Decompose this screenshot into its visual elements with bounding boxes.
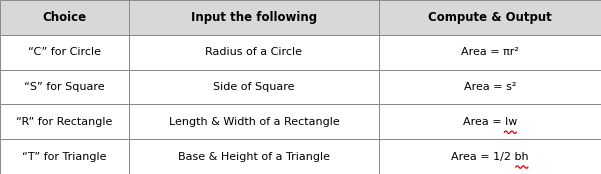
Text: Area = s²: Area = s²: [463, 82, 516, 92]
Bar: [379, 104, 601, 139]
Bar: [379, 139, 601, 174]
Bar: [0, 139, 129, 174]
Text: Area = πr²: Area = πr²: [461, 47, 519, 57]
Text: “R” for Rectangle: “R” for Rectangle: [16, 117, 113, 127]
Bar: [129, 104, 379, 139]
Text: Input the following: Input the following: [191, 11, 317, 24]
Bar: [129, 139, 379, 174]
Bar: [0, 104, 129, 139]
Text: “S” for Square: “S” for Square: [24, 82, 105, 92]
Text: Radius of a Circle: Radius of a Circle: [206, 47, 302, 57]
Text: Compute & Output: Compute & Output: [428, 11, 552, 24]
Text: Area = 1/2 bh: Area = 1/2 bh: [451, 152, 529, 162]
Bar: [0, 70, 129, 104]
Bar: [379, 35, 601, 70]
Text: Area = lw: Area = lw: [463, 117, 517, 127]
Bar: [379, 70, 601, 104]
Bar: [129, 70, 379, 104]
Text: “C” for Circle: “C” for Circle: [28, 47, 101, 57]
Bar: [129, 35, 379, 70]
Text: “T” for Triangle: “T” for Triangle: [22, 152, 107, 162]
Bar: [0, 35, 129, 70]
Text: Side of Square: Side of Square: [213, 82, 294, 92]
Text: Length & Width of a Rectangle: Length & Width of a Rectangle: [168, 117, 340, 127]
Bar: [129, 0, 379, 35]
Bar: [379, 0, 601, 35]
Text: Choice: Choice: [43, 11, 87, 24]
Bar: [0, 0, 129, 35]
Text: Base & Height of a Triangle: Base & Height of a Triangle: [178, 152, 330, 162]
